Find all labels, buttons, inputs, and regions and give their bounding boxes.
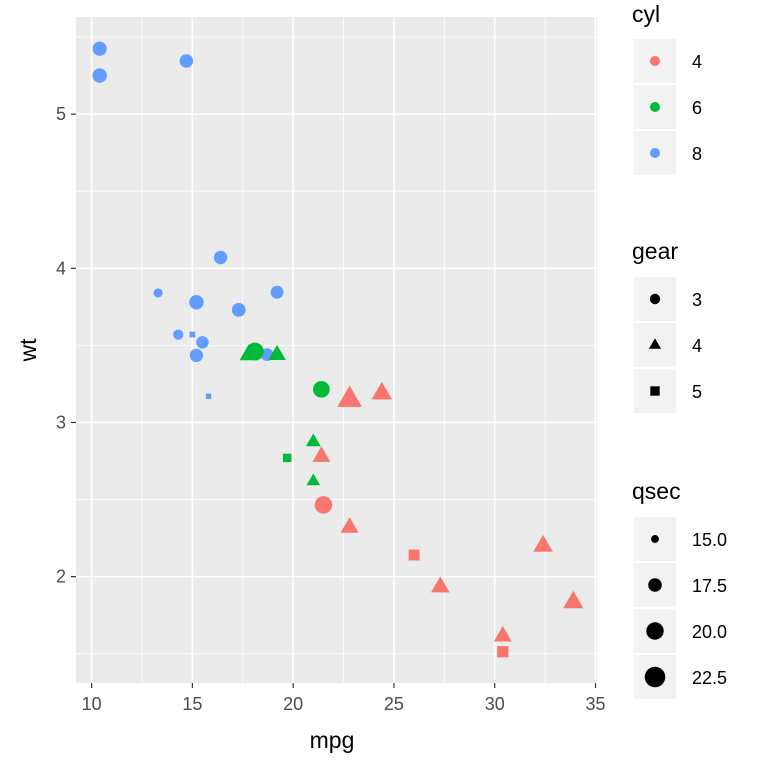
legend-qsec-label: 22.5 [692, 668, 727, 688]
x-tick-label: 30 [485, 694, 505, 714]
data-point [189, 331, 196, 338]
data-point [153, 288, 163, 298]
x-axis-title: mpg [310, 727, 355, 753]
data-point [340, 517, 359, 533]
x-tick-label: 25 [384, 694, 404, 714]
grid-lines [76, 17, 597, 683]
data-points [92, 41, 584, 658]
legend-cyl-title: cyl [632, 1, 660, 27]
legend-qsec-marker [644, 666, 666, 688]
data-point [239, 344, 259, 361]
data-point [92, 41, 107, 56]
data-point [282, 453, 292, 463]
data-point [314, 496, 333, 514]
legend-qsec-label: 17.5 [692, 576, 727, 596]
data-point [371, 381, 393, 400]
legend-qsec-title: qsec [632, 478, 681, 504]
legend-qsec-marker [646, 622, 664, 640]
y-axis-title: wt [15, 338, 41, 363]
data-point [92, 68, 107, 83]
legend-gear: gear 3 4 5 [632, 238, 702, 413]
x-tick-label: 20 [283, 694, 303, 714]
data-point [268, 344, 286, 360]
legend-qsec-marker [648, 578, 662, 592]
y-tick-label: 3 [56, 412, 66, 432]
data-point [497, 646, 509, 658]
data-point [533, 534, 553, 552]
plot-panel [76, 17, 597, 683]
data-point [189, 294, 204, 310]
data-point [173, 329, 184, 340]
legend-gear-label: 5 [692, 382, 702, 402]
data-point [563, 590, 584, 609]
legend-gear-marker [649, 293, 661, 305]
legend-gear-title: gear [632, 238, 678, 264]
data-point [493, 626, 512, 642]
x-tick-label: 15 [182, 694, 202, 714]
data-point [408, 549, 420, 561]
data-point [179, 54, 194, 68]
legend-gear-marker [650, 386, 660, 396]
y-tick-label: 4 [56, 258, 66, 278]
y-tick-label: 2 [56, 567, 66, 587]
data-point [305, 433, 321, 447]
data-point [431, 576, 450, 593]
legend-cyl-label: 8 [692, 144, 702, 164]
data-point [306, 473, 321, 486]
x-tick-label: 10 [82, 694, 102, 714]
axes: 10 15 20 25 30 35 2 3 4 5 [56, 104, 606, 714]
data-point [337, 385, 362, 407]
data-point [231, 303, 246, 317]
data-point [213, 250, 228, 265]
legend-gear-label: 3 [692, 290, 702, 310]
data-point [196, 336, 209, 349]
legend-cyl-marker [650, 102, 660, 112]
legend-gear-marker [648, 338, 662, 349]
data-point [189, 348, 204, 363]
legend-qsec-label: 15.0 [692, 530, 727, 550]
legend-qsec-label: 20.0 [692, 622, 727, 642]
data-point [313, 380, 330, 398]
y-tick-label: 5 [56, 104, 66, 124]
data-point [312, 446, 331, 462]
x-tick-label: 35 [585, 694, 605, 714]
legend-qsec: qsec 15.0 17.5 20.0 22.5 [632, 478, 727, 699]
legend-cyl-label: 4 [692, 52, 702, 72]
legend-cyl-marker [650, 148, 660, 158]
legend-qsec-marker [651, 535, 659, 543]
data-point [205, 393, 212, 399]
legend-gear-label: 4 [692, 336, 702, 356]
data-point [270, 285, 284, 299]
legend-cyl-label: 6 [692, 98, 702, 118]
legend-cyl-marker [650, 56, 660, 66]
legend-cyl: cyl 4 6 8 [632, 1, 702, 175]
